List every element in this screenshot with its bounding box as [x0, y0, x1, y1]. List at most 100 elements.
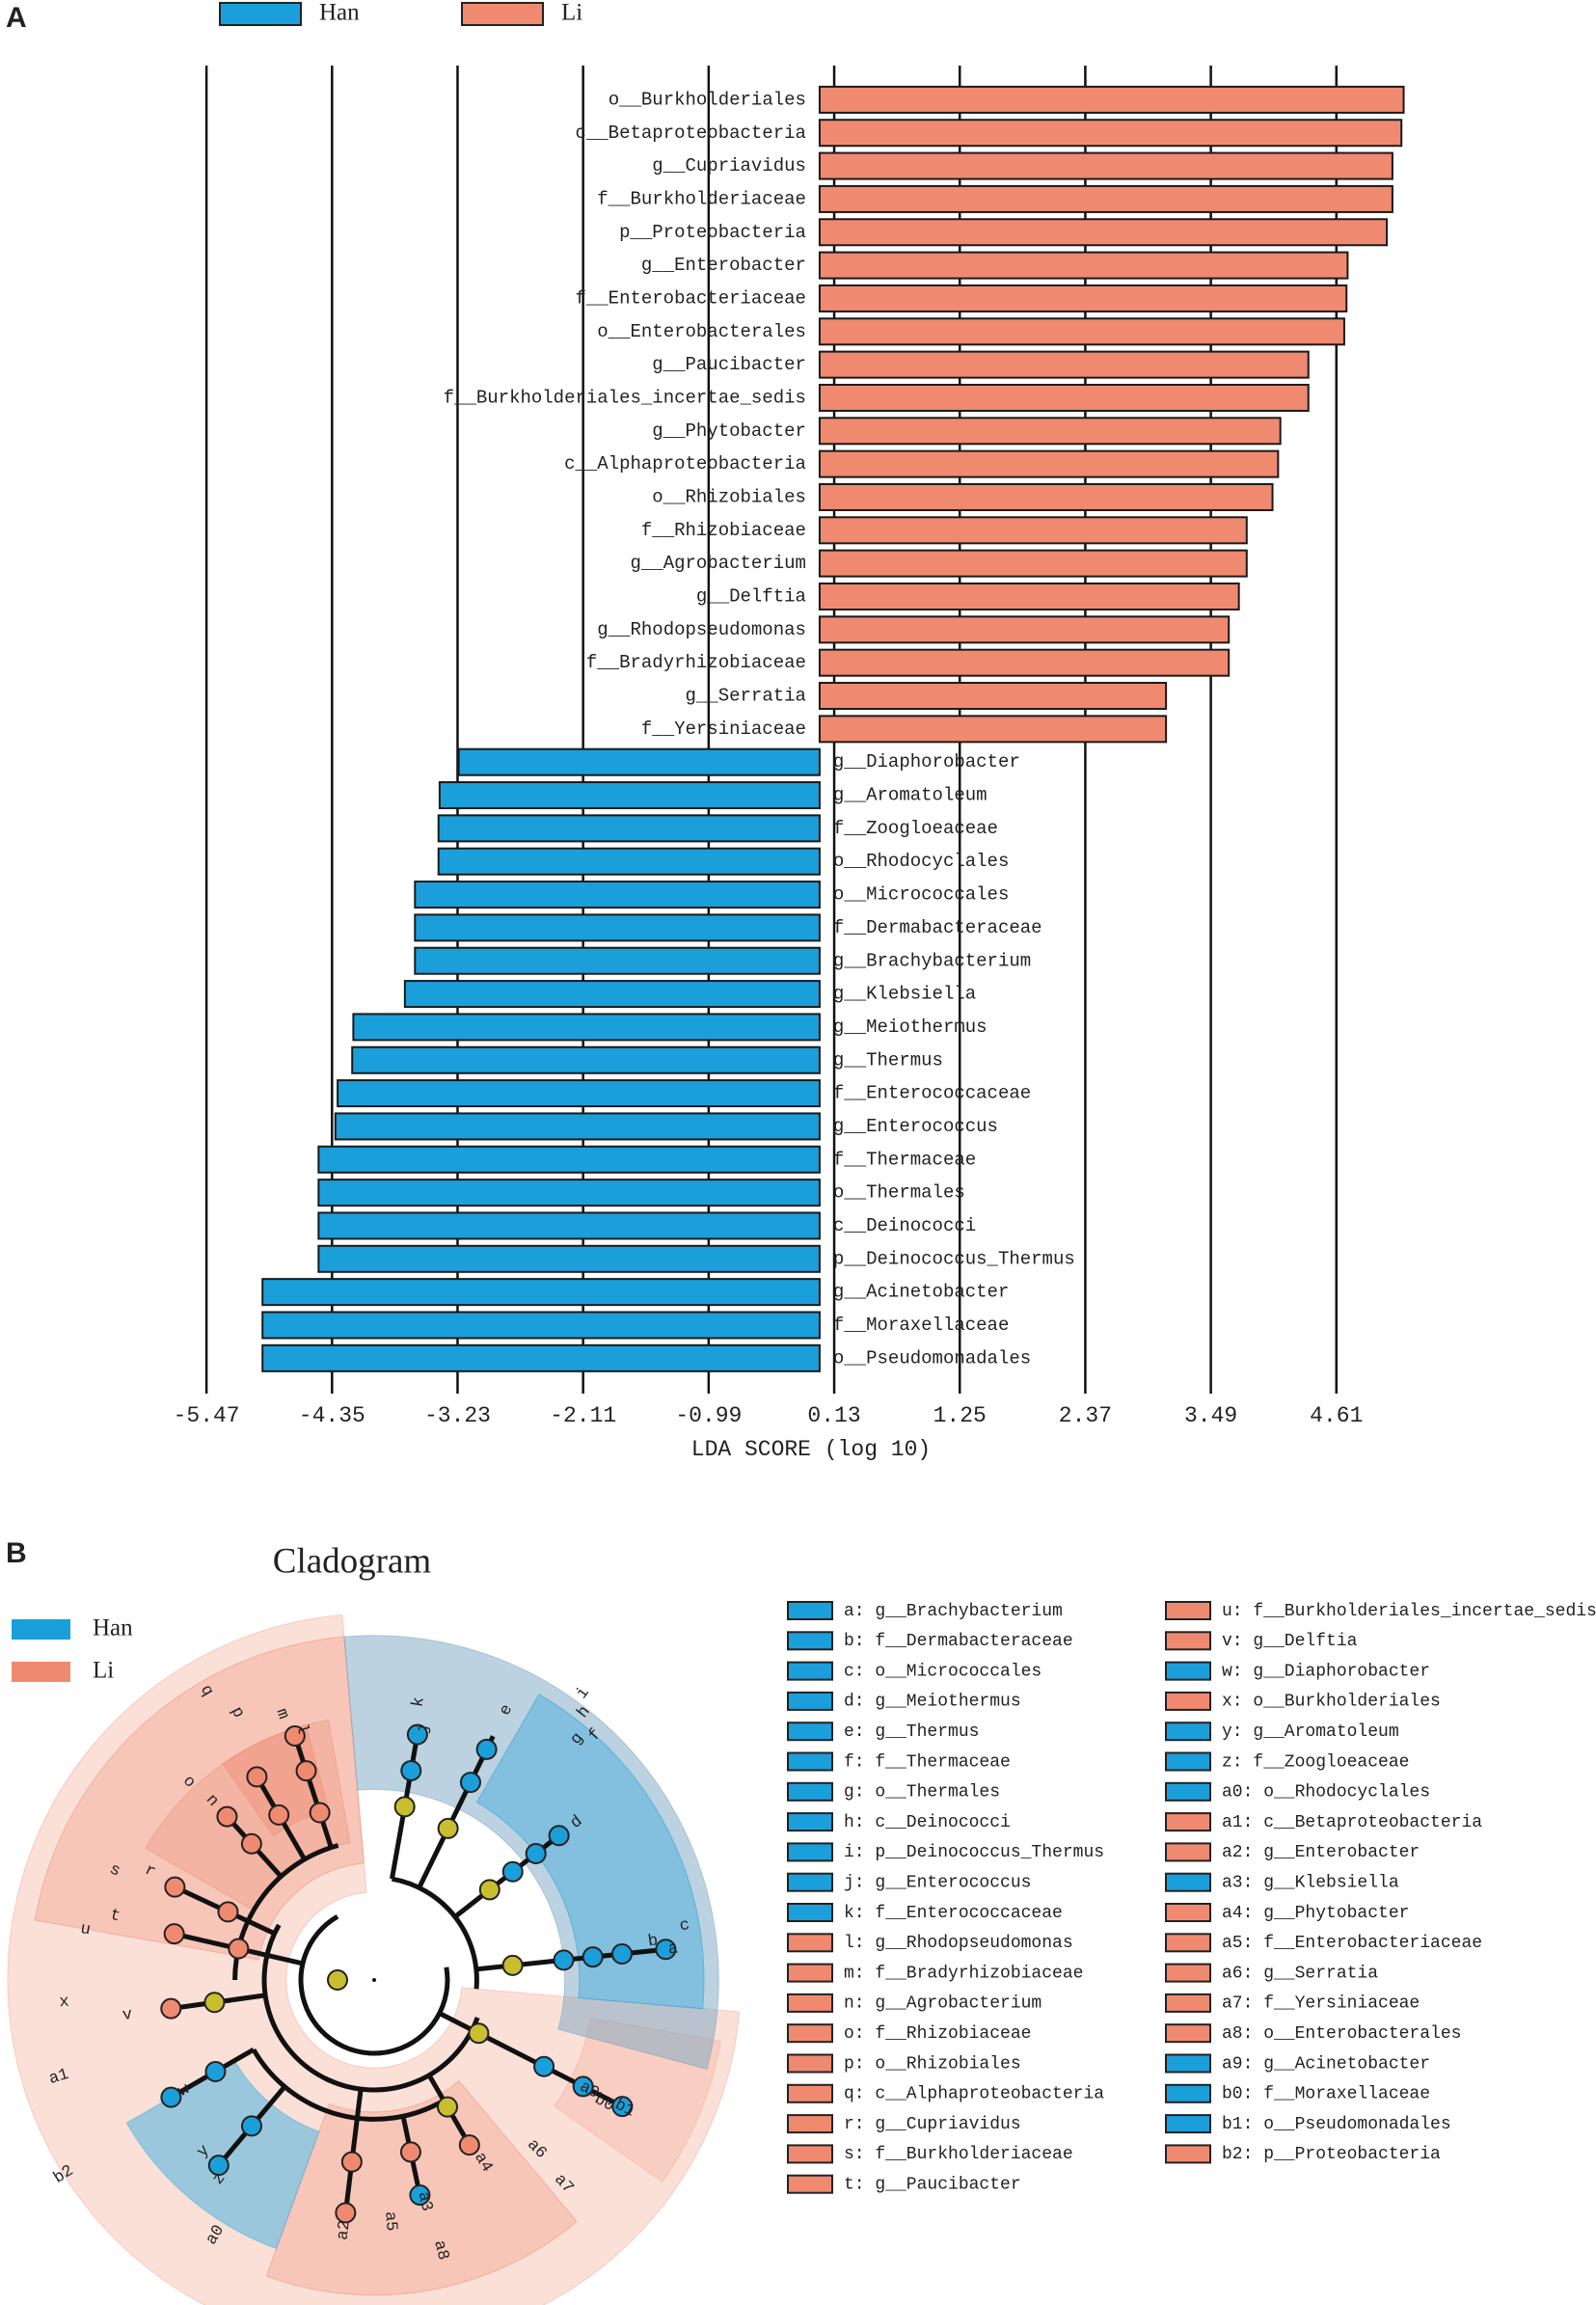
tree-center: [372, 1978, 376, 1982]
tree-node: [525, 1842, 547, 1864]
key-swatch: [1165, 1722, 1211, 1742]
category-label: g__Paucibacter: [652, 354, 806, 375]
key-label: x: o__Burkholderiales: [1222, 1693, 1441, 1712]
category-label: f__Burkholderiaceae: [597, 188, 806, 209]
node-label: k: [409, 1695, 428, 1708]
node-label: c: [678, 1916, 690, 1936]
tree-node: [655, 1939, 677, 1961]
key-label: v: g__Delftia: [1222, 1632, 1358, 1651]
bar: [261, 1343, 821, 1372]
legend-swatch: [12, 1619, 70, 1640]
bar: [818, 251, 1349, 280]
node-label: a: [667, 1939, 679, 1959]
key-swatch: [787, 1812, 833, 1832]
key-swatch: [1165, 1751, 1211, 1772]
bar: [818, 715, 1168, 744]
legend-swatch: [461, 2, 544, 26]
key-swatch: [1165, 1812, 1211, 1832]
bar: [414, 946, 821, 975]
bar: [438, 781, 821, 810]
category-label: g__Rhodopseudomonas: [597, 619, 806, 640]
tree-branch: [342, 2088, 364, 2213]
category-label: o__Thermales: [833, 1182, 965, 1204]
tree-node: [228, 1938, 250, 1960]
bar: [457, 747, 821, 776]
key-label: h: c__Deinococci: [844, 1813, 1011, 1832]
category-label: g__Enterobacter: [641, 255, 806, 276]
tree-arc: [251, 2047, 446, 2122]
x-tick-label: 3.49: [1184, 1403, 1237, 1428]
bar: [317, 1244, 821, 1273]
x-tick-label: -5.47: [174, 1403, 240, 1428]
node-label: a5: [380, 2210, 399, 2232]
legend-swatch: [219, 2, 302, 26]
key-label: a3: g__Klebsiella: [1222, 1873, 1399, 1892]
key-swatch: [787, 1631, 833, 1651]
tree-node: [553, 1949, 575, 1971]
key-label: k: f__Enterococcaceae: [844, 1904, 1063, 1923]
tree-branch: [292, 1735, 334, 1849]
bar: [261, 1278, 821, 1307]
category-label: f__Dermabacteraceae: [833, 917, 1042, 938]
key-label: m: f__Bradyrhizobiaceae: [844, 1964, 1083, 1983]
key-swatch: [1165, 1993, 1211, 2013]
bar: [437, 847, 821, 876]
tree-node: [284, 1725, 306, 1748]
key-label: b: f__Dermabacteraceae: [844, 1632, 1073, 1651]
clade-sector: [125, 2059, 320, 2250]
tree-node: [475, 1738, 498, 1760]
category-label: c__Alphaproteobacteria: [564, 453, 806, 475]
key-swatch: [1165, 2053, 1211, 2074]
node-label: j: [414, 1722, 434, 1735]
key-swatch: [787, 1993, 833, 2013]
bar: [818, 417, 1282, 446]
category-label: c__Deinococci: [833, 1215, 976, 1236]
panel-label: B: [6, 1537, 27, 1569]
key-swatch: [1165, 1661, 1211, 1681]
tree-node: [406, 1723, 428, 1746]
x-tick-label: 0.13: [807, 1403, 860, 1428]
tree-node: [164, 1876, 186, 1898]
category-label: o__Burkholderiales: [609, 89, 806, 110]
tree-node: [160, 2086, 182, 2108]
key-swatch: [787, 2083, 833, 2103]
key-swatch: [1165, 1691, 1211, 1711]
key-swatch: [787, 1601, 833, 1620]
tree-arc: [261, 1923, 480, 2093]
key-label: p: o__Rhizobiales: [844, 2054, 1021, 2074]
category-label: g__Serratia: [686, 686, 806, 707]
key-swatch: [787, 2023, 833, 2044]
x-tick-label: 1.25: [933, 1403, 987, 1428]
key-label: a: g__Brachybacterium: [844, 1602, 1063, 1621]
category-label: f__Rhizobiaceae: [641, 520, 806, 541]
bar: [317, 1179, 821, 1207]
key-swatch: [1165, 2083, 1211, 2103]
x-tick-label: 4.61: [1310, 1403, 1363, 1428]
key-swatch: [1165, 1601, 1211, 1620]
bar: [818, 648, 1231, 677]
x-tick-label: 2.37: [1059, 1403, 1112, 1428]
key-label: u: f__Burkholderiales_incertae_sedis: [1222, 1602, 1596, 1621]
node-label: i: [573, 1684, 593, 1702]
tree-node: [610, 1942, 633, 1965]
bar: [317, 1145, 821, 1174]
tree-node: [217, 1901, 239, 1923]
bar: [818, 682, 1168, 711]
bar: [261, 1311, 821, 1340]
key-label: a4: g__Phytobacter: [1222, 1904, 1409, 1923]
x-tick-label: -4.35: [299, 1403, 365, 1428]
legend-label: Li: [561, 0, 582, 26]
key-label: b0: f__Moraxellaceae: [1222, 2085, 1430, 2104]
bar: [818, 516, 1248, 545]
category-label: p__Deinococcus_Thermus: [833, 1248, 1075, 1269]
legend-label: Li: [93, 1658, 114, 1684]
tree-node: [240, 1832, 262, 1855]
tree-node: [160, 1997, 182, 2020]
key-swatch: [787, 1842, 833, 1862]
category-label: g__Cupriavidus: [652, 155, 806, 176]
x-tick-label: -0.99: [675, 1403, 742, 1428]
key-swatch: [787, 1903, 833, 1922]
key-label: g: o__Thermales: [844, 1783, 1000, 1803]
key-label: o: f__Rhizobiaceae: [844, 2024, 1031, 2044]
tree-node: [437, 1817, 459, 1839]
